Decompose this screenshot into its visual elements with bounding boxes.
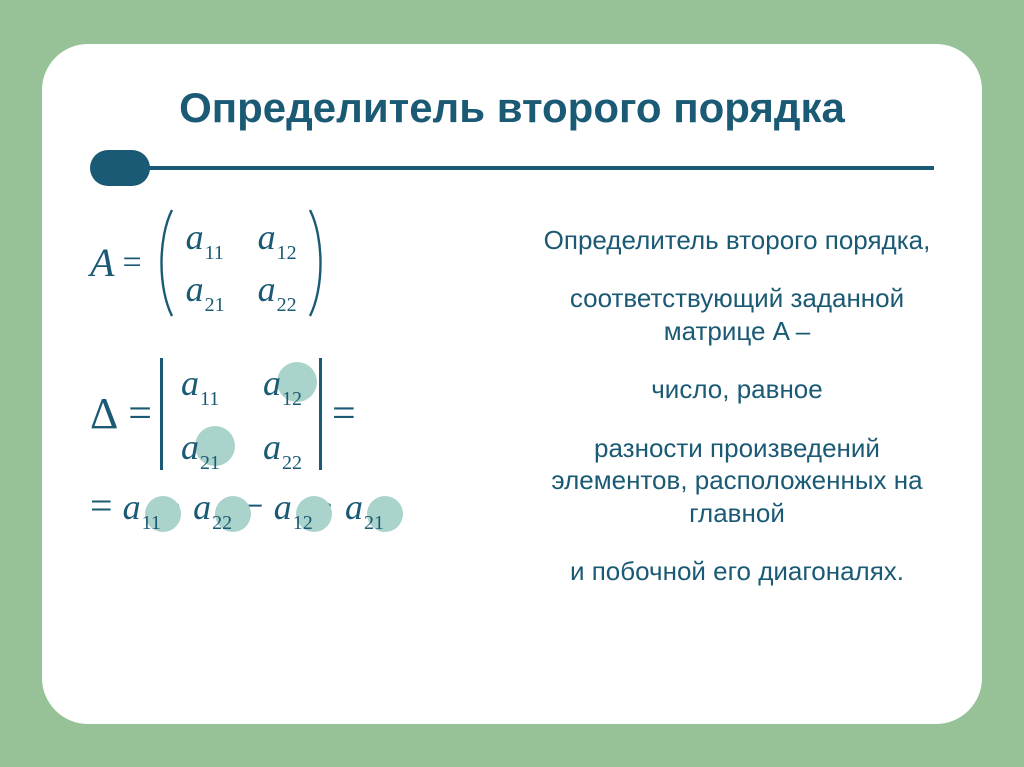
equals-sign: = bbox=[90, 482, 113, 529]
det-cell-highlighted: a21 bbox=[181, 422, 219, 470]
slide-title: Определитель второго порядка bbox=[90, 84, 934, 132]
matrix-cell: a11 bbox=[186, 216, 224, 258]
description-line: разности произведений элементов, располо… bbox=[540, 432, 934, 530]
slide-card: Определитель второго порядка A = a11 a12… bbox=[42, 44, 982, 724]
det-cell: a22 bbox=[263, 422, 301, 470]
expansion-line: = a11 · a22 − a12 · a21 bbox=[90, 482, 520, 529]
description-line: соответствующий заданной матрице A – bbox=[540, 282, 934, 347]
right-paren bbox=[300, 208, 334, 318]
equals-sign: = bbox=[332, 390, 356, 438]
left-paren bbox=[148, 208, 182, 318]
matrix-cell: a21 bbox=[186, 268, 224, 310]
det-cell: a11 bbox=[181, 358, 219, 406]
description-line: и побочной его диагоналях. bbox=[570, 555, 904, 588]
term-a21: a21 bbox=[345, 482, 383, 529]
equals-sign: = bbox=[122, 244, 141, 282]
delta-symbol: Δ bbox=[90, 388, 118, 439]
matrix-cell: a12 bbox=[258, 216, 296, 258]
matrix-grid: a11 a12 a21 a22 bbox=[182, 212, 300, 314]
det-bars: a11 a12 a21 a22 bbox=[160, 352, 322, 476]
formulas-column: A = a11 a12 a21 a22 bbox=[90, 200, 520, 588]
title-line bbox=[140, 166, 934, 170]
matrix-definition: A = a11 a12 a21 a22 bbox=[90, 208, 520, 318]
term-a12: a12 bbox=[274, 482, 312, 529]
description-line: Определитель второго порядка, bbox=[544, 224, 931, 257]
det-grid: a11 a12 a21 a22 bbox=[163, 352, 319, 476]
matrix-letter: A bbox=[90, 239, 114, 286]
matrix-cell: a22 bbox=[258, 268, 296, 310]
determinant-line: Δ = a11 a12 a21 bbox=[90, 352, 520, 476]
vbar-right-icon bbox=[319, 358, 322, 470]
title-underline bbox=[90, 150, 934, 186]
content-row: A = a11 a12 a21 a22 bbox=[90, 200, 934, 588]
description-line: число, равное bbox=[651, 373, 822, 406]
term-a11: a11 bbox=[123, 482, 160, 529]
paren-left-icon bbox=[154, 208, 176, 318]
description-column: Определитель второго порядка, соответств… bbox=[520, 200, 934, 588]
paren-right-icon bbox=[306, 208, 328, 318]
term-a22: a22 bbox=[193, 482, 231, 529]
equals-sign: = bbox=[128, 390, 152, 438]
det-cell-highlighted: a12 bbox=[263, 358, 301, 406]
